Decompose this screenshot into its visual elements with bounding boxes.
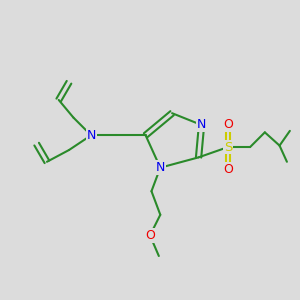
Text: N: N (156, 161, 165, 174)
Text: O: O (223, 118, 233, 131)
Text: N: N (86, 129, 96, 142)
Text: S: S (224, 141, 232, 154)
Text: O: O (145, 229, 155, 242)
Text: N: N (197, 118, 206, 131)
Text: O: O (223, 163, 233, 176)
